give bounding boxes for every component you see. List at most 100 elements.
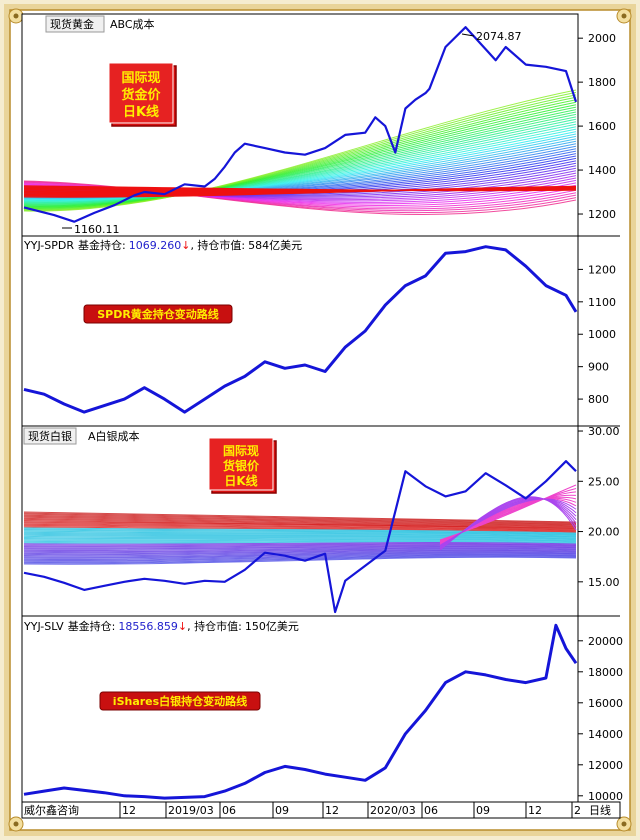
gold-badge-line2: 货金价 (121, 87, 161, 103)
silver-cost-line (23, 539, 577, 543)
silver-y-axis: 15.00 20.00 25.00 30.00 (578, 425, 620, 589)
slv-y-tick-label: 12000 (588, 759, 623, 772)
silver-cost-line (23, 548, 577, 554)
silver-cost-line (23, 524, 577, 532)
spdr-badge: SPDR黄金持仓变动路线 (83, 304, 233, 324)
silver-cost-line (23, 538, 577, 542)
silver-cost-line (23, 545, 577, 550)
silver-cost-line (23, 538, 577, 541)
x-tick-label: 12 (528, 804, 542, 817)
silver-cost-line (23, 545, 577, 549)
silver-cost-line (23, 550, 577, 557)
silver-cost-line (23, 553, 577, 561)
gold-y-tick-label: 1800 (588, 76, 616, 89)
silver-cost-line (23, 526, 577, 533)
spdr-y-tick-label: 800 (588, 393, 609, 406)
silver-cost-line (23, 552, 577, 559)
x-tick-label: 2 (574, 804, 581, 817)
gold-cost-line (23, 96, 577, 210)
silver-y-tick-label: 20.00 (588, 526, 620, 539)
x-tick-label: 12 (122, 804, 136, 817)
slv-y-tick-label: 18000 (588, 666, 623, 679)
x-tick-label: 09 (476, 804, 490, 817)
silver-cost-line (23, 537, 577, 541)
silver-cost-line (23, 523, 577, 531)
x-tick-label: 09 (275, 804, 289, 817)
slv-holding-line (23, 623, 578, 800)
silver-badge-line2: 货银价 (223, 458, 260, 473)
silver-cost-line (23, 533, 577, 538)
gold-y-tick-label: 2000 (588, 32, 616, 45)
gold-cost-line (23, 91, 577, 211)
silver-cost-line (23, 532, 577, 538)
slv-header: YYJ-SLV 基金持仓: 18556.859↓, 持仓市值: 150亿美元 (23, 619, 299, 633)
silver-cost-line (23, 555, 577, 563)
gold-low-label: 1160.11 (74, 223, 120, 236)
gold-cost-line (23, 180, 577, 215)
footer-period: 日线 (589, 803, 611, 817)
silver-cost-line (23, 552, 577, 560)
silver-cost-line (23, 522, 577, 530)
silver-cost-line (23, 544, 577, 548)
silver-cost-tab-label[interactable]: A白银成本 (88, 429, 140, 443)
slv-y-tick-label: 20000 (588, 635, 623, 648)
gold-cost-line (23, 128, 577, 202)
silver-badge-line1: 国际现 (223, 444, 259, 458)
x-tick-label: 06 (222, 804, 236, 817)
silver-y-tick-label: 25.00 (588, 475, 620, 488)
silver-cost-line (23, 542, 577, 545)
x-tick-label: 2020/03 (370, 804, 416, 817)
gold-cost-tab-label[interactable]: ABC成本 (110, 17, 155, 31)
silver-cost-line (23, 530, 577, 536)
silver-cost-line (23, 551, 577, 558)
spdr-y-tick-label: 900 (588, 361, 609, 374)
silver-price-line (23, 460, 577, 614)
gold-y-tick-label: 1200 (588, 208, 616, 221)
x-tick-label: 12 (325, 804, 339, 817)
slv-y-axis: 10000 12000 14000 16000 18000 20000 (578, 635, 623, 803)
silver-y-tick-label: 30.00 (588, 425, 620, 438)
gold-peak-label: 2074.87 (476, 30, 522, 43)
spdr-header: YYJ-SPDR 基金持仓: 1069.260↓, 持仓市值: 584亿美元 (23, 238, 302, 252)
silver-cost-line (23, 542, 577, 546)
silver-cost-line (23, 547, 577, 553)
silver-cost-line (23, 528, 577, 535)
slv-badge-label: iShares白银持仓变动路线 (113, 694, 247, 708)
silver-cost-line (23, 535, 577, 540)
gold-cost-red-line (23, 185, 577, 198)
x-tick-label: 06 (424, 804, 438, 817)
gold-cost-line (23, 135, 577, 200)
silver-cost-line (23, 529, 577, 535)
gold-cost-line (23, 106, 577, 207)
silver-cost-line (23, 543, 577, 547)
silver-cost-line (23, 546, 577, 552)
silver-ma-line (439, 496, 577, 551)
silver-cost-line (23, 527, 577, 534)
date-axis: 12 2019/03 06 09 12 2020/03 06 09 12 2 (119, 802, 581, 818)
gold-cost-line (23, 99, 577, 209)
silver-cost-line (23, 549, 577, 555)
gold-badge-line1: 国际现 (121, 71, 160, 86)
spdr-badge-label: SPDR黄金持仓变动路线 (97, 307, 219, 321)
silver-tab-label[interactable]: 现货白银 (28, 429, 72, 443)
gold-cost-line (23, 118, 577, 204)
gold-cost-line (23, 113, 577, 206)
spdr-y-axis: 800 900 1000 1100 1200 (578, 263, 616, 406)
slv-y-tick-label: 10000 (588, 790, 623, 803)
silver-badge: 国际现 货银价 日K线 (208, 437, 277, 494)
silver-cost-line (23, 549, 577, 556)
gold-price-line (23, 26, 578, 223)
silver-cost-line (23, 534, 577, 539)
silver-cost-band-lines (23, 484, 577, 565)
gold-tab-label[interactable]: 现货黄金 (50, 17, 94, 31)
gold-badge: 国际现 货金价 日K线 (108, 62, 177, 127)
silver-y-tick-label: 15.00 (588, 576, 620, 589)
silver-cost-line (23, 531, 577, 537)
gold-cost-line (23, 126, 577, 202)
spdr-y-tick-label: 1000 (588, 328, 616, 341)
slv-y-tick-label: 16000 (588, 697, 623, 710)
silver-cost-line (23, 521, 577, 530)
spdr-y-tick-label: 1200 (588, 263, 616, 276)
gold-cost-line (23, 133, 577, 200)
